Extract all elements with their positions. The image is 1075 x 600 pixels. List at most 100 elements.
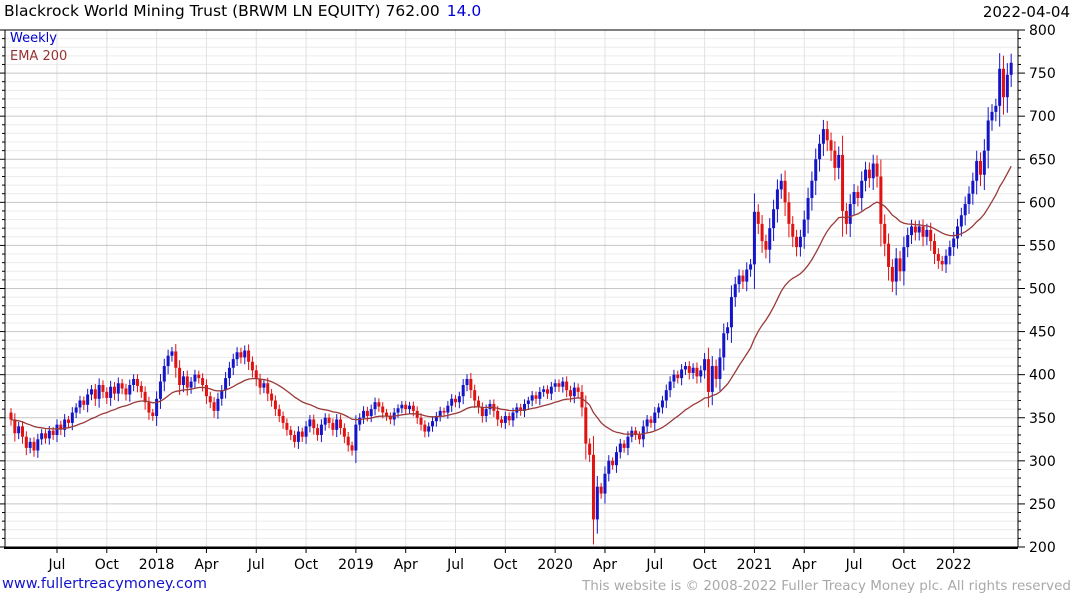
candle <box>890 266 894 282</box>
candle <box>576 387 580 392</box>
candle <box>806 198 810 220</box>
candle <box>752 211 756 265</box>
candle <box>346 436 350 446</box>
candle <box>319 424 323 435</box>
candle <box>327 417 331 423</box>
candle <box>572 387 576 397</box>
candle <box>545 389 549 394</box>
legend-ema-200: EMA 200 <box>10 49 68 64</box>
candle <box>956 226 960 239</box>
ema-200-line <box>10 165 1012 436</box>
candle <box>737 275 741 285</box>
candle <box>883 223 887 244</box>
candle <box>507 416 511 421</box>
candle <box>542 389 546 392</box>
candle <box>764 241 768 250</box>
candle <box>864 169 868 181</box>
candle <box>55 424 59 435</box>
candle <box>906 235 910 248</box>
candle <box>224 378 228 391</box>
candle <box>917 226 921 233</box>
candle <box>331 422 335 430</box>
candle <box>166 355 170 367</box>
candle <box>898 258 902 272</box>
candle <box>431 421 435 427</box>
x-axis-label: Apr <box>792 557 816 573</box>
candle <box>680 369 684 379</box>
candle <box>404 404 408 410</box>
candle <box>89 389 93 395</box>
candle <box>626 436 630 448</box>
site-link[interactable]: www.fullertreacymoney.com <box>2 576 207 592</box>
candle <box>78 400 82 408</box>
candle <box>66 419 70 423</box>
x-axis-label: Oct <box>493 557 518 573</box>
x-axis-label: Apr <box>394 557 418 573</box>
candle <box>47 430 51 439</box>
x-axis-label: Oct <box>692 557 717 573</box>
candle <box>335 419 339 430</box>
candle <box>438 410 442 417</box>
candle <box>480 407 484 417</box>
candle <box>454 398 458 403</box>
candle <box>312 419 316 429</box>
candle <box>469 378 473 391</box>
candle <box>158 381 162 399</box>
candle <box>599 486 603 494</box>
candle <box>668 381 672 391</box>
candle <box>63 419 67 430</box>
candle <box>185 376 189 388</box>
candle <box>385 412 389 417</box>
x-axis-label: Oct <box>294 557 319 573</box>
candle <box>496 410 500 420</box>
x-axis-label: Jul <box>446 557 464 573</box>
candle <box>821 129 825 144</box>
candle <box>925 229 929 237</box>
candle <box>841 154 845 211</box>
candle <box>607 460 611 474</box>
candle <box>93 389 97 399</box>
candle <box>967 193 971 205</box>
candle <box>706 359 710 392</box>
candle <box>814 159 818 181</box>
candle <box>522 403 526 411</box>
candle <box>714 366 718 379</box>
copyright-text: This website is © 2008-2022 Fuller Treac… <box>582 578 1071 594</box>
candle <box>741 275 745 282</box>
candle <box>798 236 802 248</box>
candle <box>511 412 515 421</box>
candle <box>921 226 925 237</box>
candle <box>990 111 994 121</box>
candle <box>959 215 963 227</box>
candle <box>181 376 185 386</box>
candle <box>247 350 251 362</box>
candle <box>611 460 615 466</box>
y-axis-label: 350 <box>1029 411 1056 427</box>
candle <box>82 400 86 405</box>
candle <box>641 426 645 440</box>
chart-title: Blackrock World Mining Trust (BRWM LN EQ… <box>4 2 481 20</box>
candle <box>672 374 676 382</box>
candle <box>373 402 377 410</box>
candle <box>434 416 438 422</box>
candle <box>208 396 212 403</box>
x-axis-label: Jul <box>845 557 863 573</box>
candle <box>879 176 883 224</box>
candle <box>871 163 875 179</box>
candle <box>1009 62 1013 75</box>
candle <box>24 436 28 448</box>
candle <box>1005 74 1009 98</box>
y-axis-label: 450 <box>1029 325 1056 341</box>
candle <box>952 238 956 248</box>
candle <box>722 333 726 358</box>
candle <box>940 260 944 265</box>
candle <box>147 402 151 413</box>
candle <box>174 351 178 368</box>
x-axis-label: 2022 <box>936 557 972 573</box>
candle <box>979 160 983 175</box>
candle <box>17 426 21 434</box>
candle <box>258 378 262 388</box>
candle <box>124 388 128 395</box>
candle <box>189 381 193 388</box>
candle <box>833 150 837 168</box>
